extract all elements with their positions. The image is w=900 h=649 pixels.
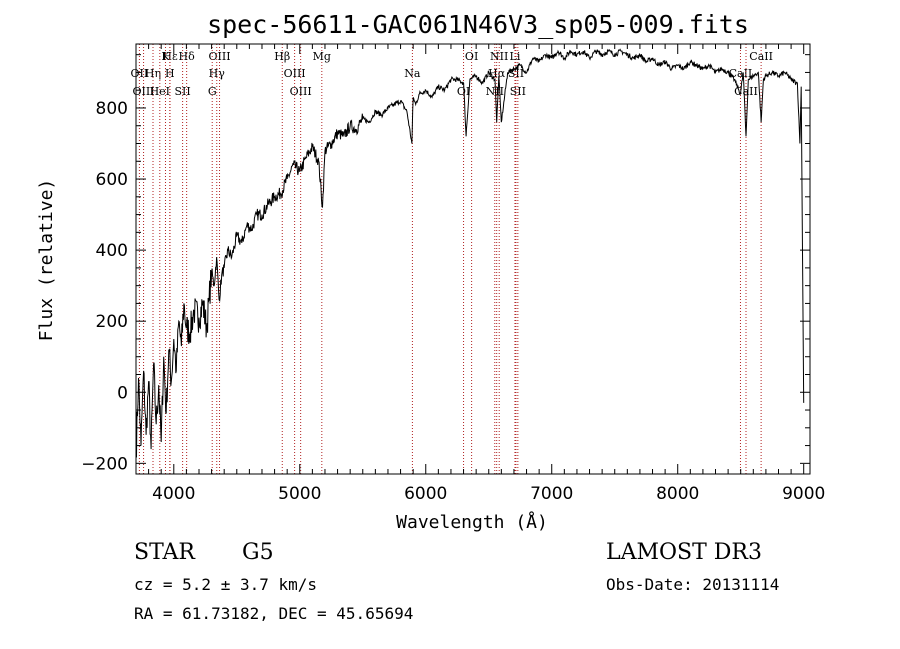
line-label-hγ: Hγ <box>209 67 226 80</box>
y-axis-ticks: −200 0 200 400 600 800 <box>81 54 810 474</box>
line-label-oi: OI <box>465 50 478 63</box>
line-label-hδ: Hδ <box>179 50 196 63</box>
line-label-sii: SII <box>174 85 190 98</box>
observation-date: Obs-Date: 20131114 <box>606 575 780 594</box>
y-tick-label: 600 <box>96 170 128 190</box>
line-label-hei: HeI <box>150 85 170 98</box>
y-tick-label: 800 <box>96 99 128 119</box>
x-tick-label: 7000 <box>530 484 573 504</box>
flux-series-line <box>135 48 805 458</box>
line-label-na: Na <box>404 67 421 80</box>
line-label-mg: Mg <box>313 50 331 63</box>
line-label-caii: CaII <box>749 50 773 63</box>
line-label-nii: NII <box>486 85 504 98</box>
line-label-oiii: OIII <box>290 85 312 98</box>
y-tick-label: 400 <box>96 241 128 261</box>
object-subclass: G5 <box>242 540 274 565</box>
line-label-li: Li <box>510 50 521 63</box>
line-label-k: K <box>161 50 170 63</box>
ra-dec-coordinates: RA = 61.73182, DEC = 45.65694 <box>134 604 414 623</box>
x-tick-label: 9000 <box>782 484 825 504</box>
line-label-oiii: OIII <box>208 50 230 63</box>
x-tick-label: 6000 <box>404 484 447 504</box>
x-tick-label: 4000 <box>152 484 195 504</box>
x-axis-label: Wavelength (Å) <box>396 511 548 533</box>
line-label-sii: SII <box>510 85 526 98</box>
chart-title: spec-56611-GAC061N46V3_sp05-009.fits <box>207 10 749 39</box>
line-label-oii: OII <box>131 67 149 80</box>
x-tick-label: 8000 <box>656 484 699 504</box>
x-tick-label: 5000 <box>278 484 321 504</box>
object-class: STAR <box>134 540 195 565</box>
line-label-g: G <box>208 85 217 98</box>
x-axis-ticks: 4000 5000 6000 7000 8000 9000 <box>135 44 825 504</box>
y-axis-label: Flux (relative) <box>36 179 57 342</box>
survey-name: LAMOST DR3 <box>606 540 762 565</box>
y-tick-label: −200 <box>81 454 128 474</box>
line-label-caii: CaII <box>734 85 758 98</box>
y-tick-label: 0 <box>117 383 128 403</box>
line-label-hα: Hα <box>488 67 506 80</box>
line-label-hβ: Hβ <box>274 50 290 63</box>
plot-frame <box>135 43 811 475</box>
line-label-caii: CaII <box>729 67 753 80</box>
line-label-oiii: OIII <box>284 67 306 80</box>
line-label-nii: NII <box>490 50 508 63</box>
spectral-line-markers: HεOIIOIIIHδHηHeIKHSIIOIIIHγGHβOIIIOIIIMg… <box>131 44 773 474</box>
redshift-cz: cz = 5.2 ± 3.7 km/s <box>134 575 318 594</box>
line-label-hη: Hη <box>145 67 161 80</box>
line-label-oiii: OIII <box>133 85 155 98</box>
line-label-h: H <box>165 67 175 80</box>
y-tick-label: 200 <box>96 312 128 332</box>
